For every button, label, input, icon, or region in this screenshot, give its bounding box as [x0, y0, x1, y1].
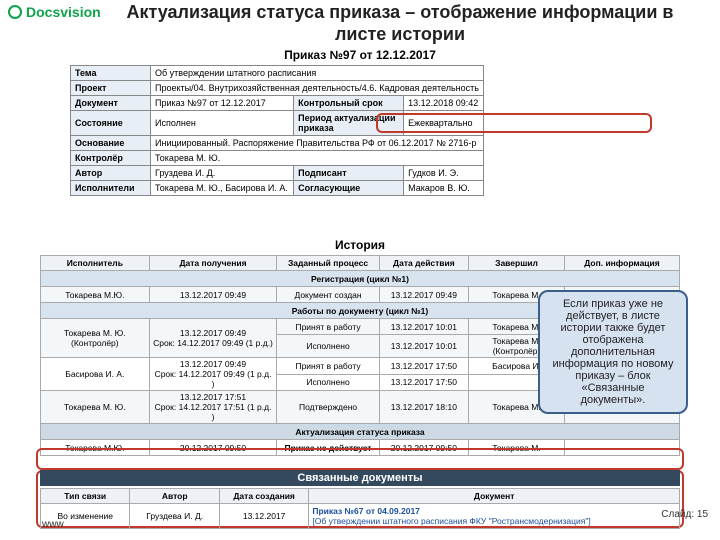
linked-table-wrap: Тип связи Автор Дата создания Документ В… [40, 488, 680, 529]
logo-text: Docsvision [26, 4, 101, 20]
logo: Docsvision [8, 4, 101, 20]
slide-title: Актуализация статуса приказа – отображен… [120, 2, 680, 45]
linked-doc-link[interactable]: Приказ №67 от 04.09.2017 [Об утверждении… [309, 504, 680, 529]
order-title: Приказ №97 от 12.12.2017 [0, 48, 720, 62]
linked-table: Тип связи Автор Дата создания Документ В… [40, 488, 680, 529]
history-title: История [0, 238, 720, 252]
callout-bubble: Если приказ уже не действует, в листе ис… [538, 290, 688, 414]
slide-number: Слайд: 15 [661, 509, 708, 520]
logo-icon [8, 5, 22, 19]
footer-www: www [42, 519, 64, 530]
meta-label: Тема [71, 66, 151, 81]
meta-table: ТемаОб утверждении штатного расписания П… [70, 65, 484, 196]
linked-title: Связанные документы [40, 470, 680, 486]
meta-value: Об утверждении штатного расписания [151, 66, 484, 81]
